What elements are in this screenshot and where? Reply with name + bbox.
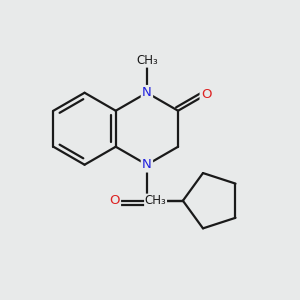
Text: O: O xyxy=(201,88,211,101)
Text: CH₃: CH₃ xyxy=(145,194,166,207)
Text: O: O xyxy=(109,194,120,207)
Text: CH₃: CH₃ xyxy=(136,54,158,67)
Text: N: N xyxy=(142,86,152,99)
Text: N: N xyxy=(142,158,152,171)
